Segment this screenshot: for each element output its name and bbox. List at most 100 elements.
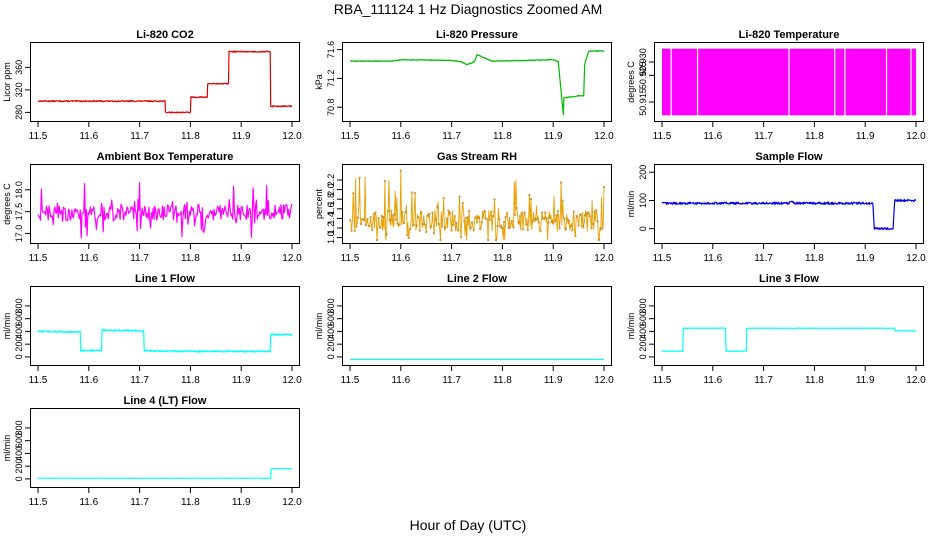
y-tick-label: 600 <box>14 433 24 448</box>
x-tick-label: 11.7 <box>442 253 461 264</box>
data-point <box>396 222 399 225</box>
data-point <box>485 217 488 220</box>
x-tick-label: 11.5 <box>29 497 48 508</box>
data-point <box>413 191 417 195</box>
y-tick-label: 71.2 <box>326 70 336 88</box>
series-co2 <box>37 50 293 114</box>
data-point <box>506 212 509 215</box>
plot-frame <box>654 286 924 366</box>
x-tick-label: 11.6 <box>391 375 410 386</box>
y-tick-label: 2.2 <box>326 174 336 187</box>
data-point <box>429 225 433 228</box>
chart-title: Gas Stream RH <box>437 151 517 163</box>
y-tick-label: 400 <box>638 324 648 339</box>
y-axis-label: degrees C <box>626 61 636 103</box>
x-tick-label: 11.9 <box>544 253 563 264</box>
x-tick-label: 11.7 <box>754 375 773 386</box>
y-tick-label: 18.0 <box>14 181 24 199</box>
data-point <box>437 222 441 226</box>
x-tick-label: 11.9 <box>232 497 251 508</box>
chart-sample-flow: Sample Flow ml/min 11.5 11.6 11.7 11.8 11.9 12.… <box>626 151 926 264</box>
chart-title: Li-820 Pressure <box>436 29 518 41</box>
data-point <box>591 222 595 226</box>
data-point <box>361 218 364 221</box>
data-point <box>520 212 523 215</box>
data-point <box>442 197 445 200</box>
chart-pressure: Li-820 Pressure kPa 11.5 11.6 11.7 11.8 11.9 12… <box>314 29 614 142</box>
x-tick-label: 11.5 <box>29 253 48 264</box>
x-tick-label: 11.7 <box>754 253 773 264</box>
data-point <box>463 220 466 223</box>
data-point <box>474 216 477 219</box>
x-tick-label: 11.5 <box>29 131 48 142</box>
y-tick-label: 17.5 <box>14 203 24 221</box>
y-tick-label: 1.8 <box>326 193 336 206</box>
x-tick-label: 12.0 <box>906 131 926 142</box>
data-point <box>391 214 395 217</box>
data-point <box>418 229 421 232</box>
data-point <box>598 238 601 242</box>
data-point <box>399 169 402 172</box>
data-point <box>593 210 596 213</box>
data-point <box>363 219 366 222</box>
y-axis-label: ml/min <box>314 313 324 340</box>
series-pressure <box>349 50 605 116</box>
data-point <box>540 211 544 214</box>
plot-frame <box>30 408 300 488</box>
x-tick-label: 11.6 <box>703 253 722 264</box>
data-point <box>548 216 552 219</box>
data-point <box>398 223 401 226</box>
series-line <box>37 182 293 239</box>
data-point <box>523 211 526 214</box>
y-tick-label: 50.930 <box>638 48 648 76</box>
series-gas-rh <box>348 169 606 242</box>
data-point <box>367 224 371 228</box>
data-point <box>488 218 491 222</box>
x-tick-label: 12.0 <box>594 375 614 386</box>
data-point <box>537 221 541 224</box>
figure-title: RBA_111124 1 Hz Diagnostics Zoomed AM <box>333 1 603 17</box>
data-point <box>380 214 383 217</box>
series-line <box>37 50 293 114</box>
data-point <box>494 238 498 242</box>
data-point <box>372 212 375 216</box>
x-tick-label: 11.8 <box>493 253 512 264</box>
series-sample-flow <box>661 198 917 231</box>
data-point <box>456 229 460 232</box>
data-point <box>440 225 444 228</box>
x-tick-label: 11.5 <box>653 131 672 142</box>
y-tick-label: 600 <box>14 311 24 326</box>
x-tick-label: 11.9 <box>232 131 251 142</box>
data-point <box>431 211 434 214</box>
x-tick-label: 11.8 <box>805 375 824 386</box>
data-point <box>479 227 482 231</box>
data-point <box>394 218 398 221</box>
data-point <box>571 229 574 232</box>
y-tick-label: 70.8 <box>326 98 336 116</box>
data-point <box>448 211 452 214</box>
y-axis-label: degrees C <box>2 183 12 225</box>
data-point <box>420 211 423 214</box>
x-tick-label: 11.6 <box>391 131 410 142</box>
x-tick-label: 11.9 <box>856 253 875 264</box>
data-point <box>553 220 556 223</box>
data-point <box>453 215 456 218</box>
x-tick-label: 12.0 <box>906 253 926 264</box>
x-tick-label: 11.9 <box>856 375 875 386</box>
data-point <box>385 233 388 236</box>
y-tick-label: 200 <box>326 337 336 352</box>
data-point <box>356 216 360 219</box>
data-point <box>383 179 387 183</box>
data-point <box>501 226 504 229</box>
data-point <box>352 192 355 195</box>
data-point <box>477 216 480 220</box>
y-tick-label: 0 <box>14 354 24 359</box>
x-tick-label: 11.7 <box>130 497 149 508</box>
plot-frame <box>654 42 924 122</box>
series-line <box>661 327 917 353</box>
data-point <box>386 209 390 213</box>
data-point <box>393 213 396 216</box>
x-tick-label: 12.0 <box>282 253 302 264</box>
x-tick-label: 11.7 <box>442 131 461 142</box>
series-box-temp <box>37 182 293 239</box>
